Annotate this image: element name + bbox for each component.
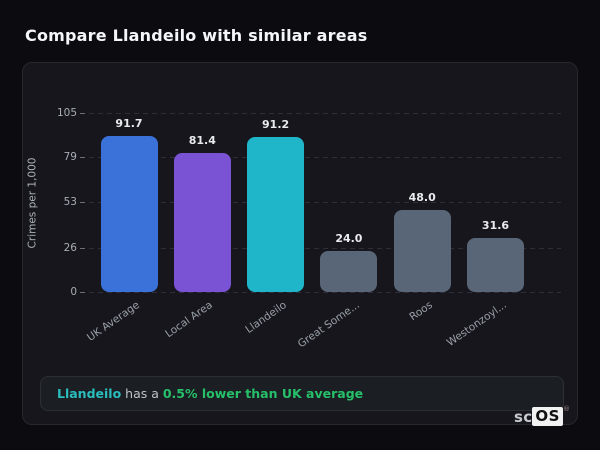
comparison-note: Llandeilo has a 0.5% lower than UK avera… — [40, 376, 564, 411]
gridline-y-26 — [89, 247, 561, 249]
scos-logo-prefix: sc — [514, 407, 533, 426]
bar-value-westonzoyl: 31.6 — [481, 219, 510, 233]
bar-llandeilo[interactable] — [247, 136, 305, 292]
y-tick-mark — [80, 157, 85, 159]
scos-logo: sc OS ® — [514, 405, 570, 426]
y-tick-mark — [80, 113, 85, 114]
chart-card: Crimes per 1,000 0 26 53 79 105 91.7 UK Averag… — [22, 62, 578, 425]
y-tick-label-79: 79 — [63, 151, 77, 164]
bar-value-local-area: 81.4 — [188, 134, 216, 148]
y-tick-mark — [80, 292, 85, 293]
scos-logo-suffix: OS — [532, 407, 563, 426]
bar-value-roos: 48.0 — [408, 191, 436, 205]
bar-uk-average[interactable] — [100, 135, 158, 292]
bar-roos[interactable] — [393, 210, 451, 292]
note-highlight: 0.5% lower than UK average — [162, 386, 364, 401]
page-title: Compare Llandeilo with similar areas — [25, 26, 368, 45]
bar-value-llandeilo: 91.2 — [262, 117, 290, 131]
y-tick-mark — [80, 201, 85, 203]
gridline-y-79 — [89, 157, 561, 159]
y-tick-label-26: 26 — [63, 241, 77, 254]
note-connector: has a — [121, 386, 163, 401]
y-tick-mark — [80, 247, 85, 249]
gridline-y-105 — [89, 113, 561, 114]
bar-value-uk-average: 91.7 — [115, 116, 143, 130]
gridline-y-0 — [89, 292, 561, 293]
bar-value-great-some: 24.0 — [335, 232, 363, 246]
registered-trademark-icon: ® — [562, 405, 570, 413]
y-tick-label-105: 105 — [56, 107, 77, 119]
bar-westonzoyl[interactable] — [467, 238, 524, 292]
bar-great-some[interactable] — [320, 251, 378, 292]
bar-local-area[interactable] — [173, 153, 231, 292]
gridline-y-53 — [89, 201, 561, 203]
y-tick-label-53: 53 — [63, 195, 77, 208]
bar-chart-plot-area: Crimes per 1,000 0 26 53 79 105 91.7 UK Averag… — [26, 107, 561, 350]
note-area-name: Llandeilo — [57, 386, 122, 401]
y-tick-label-0: 0 — [70, 286, 77, 298]
